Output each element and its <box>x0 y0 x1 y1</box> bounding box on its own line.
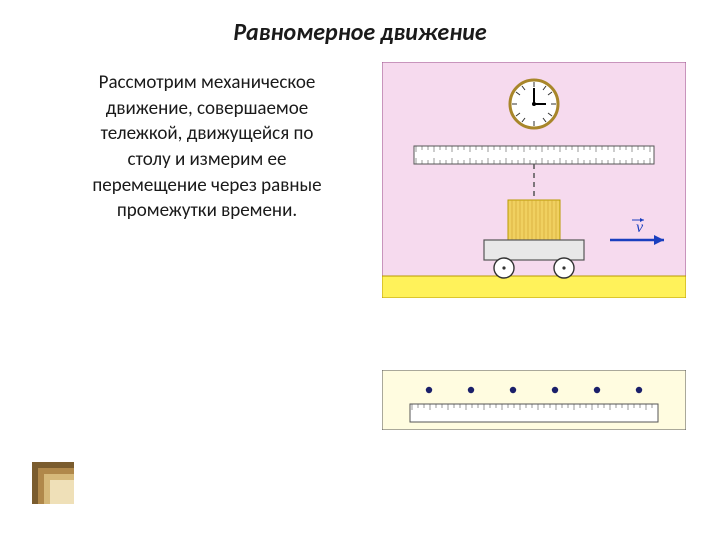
weight-block <box>508 200 560 240</box>
clock-icon <box>510 80 558 128</box>
slide-title: Равномерное движение <box>0 18 720 47</box>
nested-squares-logo <box>32 462 74 504</box>
lower-ruler <box>410 404 658 422</box>
upper-ruler <box>414 146 654 164</box>
strobe-figure <box>382 370 686 430</box>
experiment-figure: v <box>382 62 686 298</box>
body-paragraph: Рассмотрим механическое движение, соверш… <box>78 70 336 224</box>
